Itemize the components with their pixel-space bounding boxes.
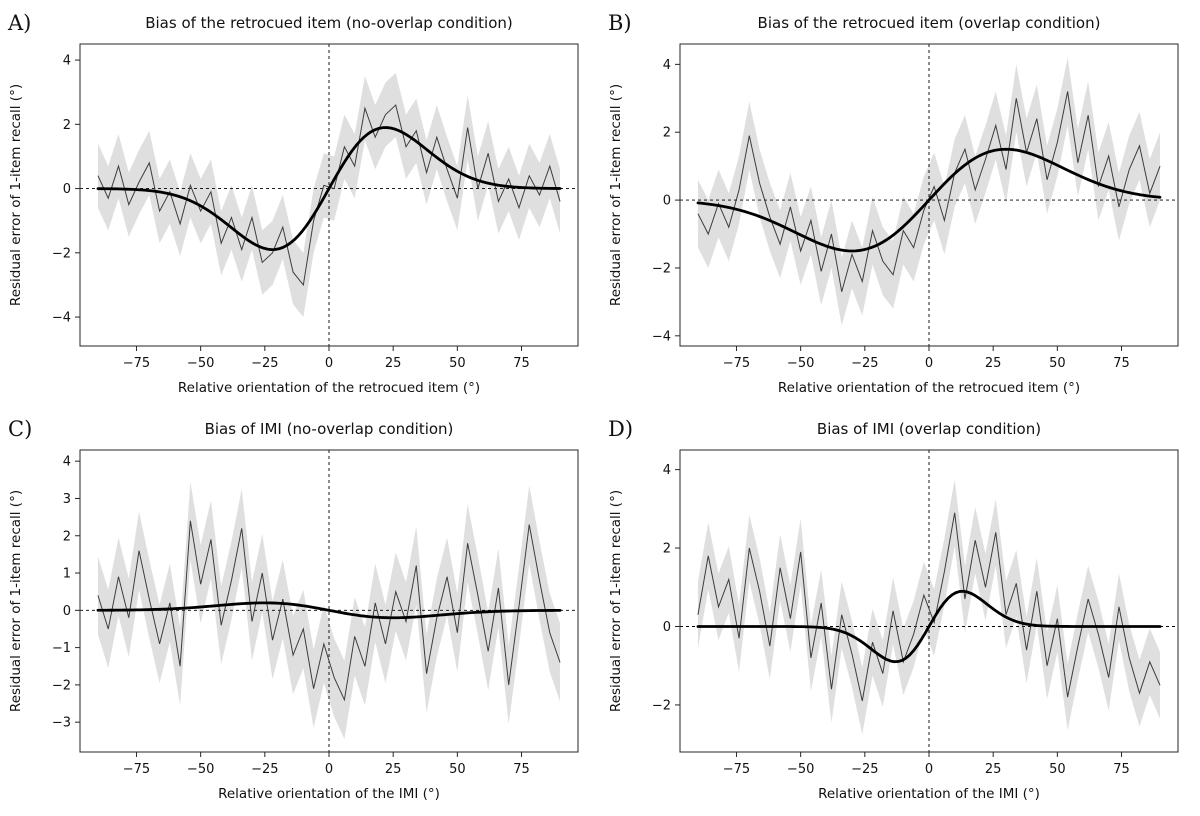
panel-a: A) Bias of the retrocued item (no-overla…: [0, 0, 600, 406]
y-tick-label: 4: [663, 58, 671, 73]
y-tick-label: −2: [652, 261, 671, 276]
panel-title: Bias of the retrocued item (no-overlap c…: [145, 14, 513, 32]
x-tick-label: 75: [513, 762, 530, 777]
x-tick-label: 0: [325, 356, 333, 371]
x-axis-label: Relative orientation of the IMI (°): [218, 786, 440, 802]
panel-b: B) Bias of the retrocued item (overlap c…: [600, 0, 1200, 406]
x-tick-label: −75: [723, 356, 750, 371]
y-tick-label: −4: [52, 311, 71, 326]
panel-letter: B): [608, 11, 632, 35]
panel-d-plot: D) Bias of IMI (overlap condition) Relat…: [608, 417, 1179, 802]
y-tick-label: 0: [63, 604, 71, 619]
panel-c: C) Bias of IMI (no-overlap condition) Re…: [0, 406, 600, 812]
y-tick-label: −4: [652, 329, 671, 344]
x-tick-label: 25: [385, 356, 402, 371]
panel-title: Bias of IMI (overlap condition): [817, 420, 1041, 438]
x-tick-label: 25: [385, 762, 402, 777]
y-tick-label: 2: [63, 529, 71, 544]
y-axis-label: Residual error of 1-item recall (°): [608, 490, 624, 712]
panel-b-plot: B) Bias of the retrocued item (overlap c…: [608, 11, 1179, 396]
plot-area: −75 −50 −25 0 25 50 75 −2 0 2 4: [652, 449, 1179, 777]
x-tick-label: 75: [1113, 356, 1130, 371]
x-tick-label: −50: [787, 356, 814, 371]
x-axis-label: Relative orientation of the retrocued it…: [778, 380, 1080, 396]
confidence-band: [697, 57, 1161, 326]
y-tick-label: 0: [663, 620, 671, 635]
y-tick-label: 0: [663, 194, 671, 209]
x-tick-label: 50: [1049, 762, 1066, 777]
panel-title: Bias of IMI (no-overlap condition): [205, 420, 454, 438]
x-tick-label: 50: [449, 762, 466, 777]
y-tick-label: −1: [52, 641, 71, 656]
y-tick-label: 2: [663, 126, 671, 141]
x-tick-label: −50: [187, 762, 214, 777]
x-axis-label: Relative orientation of the retrocued it…: [178, 380, 480, 396]
y-tick-label: 3: [63, 492, 71, 507]
confidence-band: [97, 481, 561, 739]
y-axis-label: Residual error of 1-item recall (°): [8, 84, 24, 306]
x-tick-label: 50: [449, 356, 466, 371]
x-tick-label: −75: [123, 356, 150, 371]
fit-curve: [96, 126, 562, 251]
panel-d: D) Bias of IMI (overlap condition) Relat…: [600, 406, 1200, 812]
y-tick-label: 0: [63, 182, 71, 197]
panel-letter: A): [7, 11, 31, 35]
x-tick-label: 0: [925, 762, 933, 777]
plot-area: −75 −50 −25 0 25 50 75 −3 −2 −1 0 1 2 3 4: [52, 449, 579, 777]
y-tick-label: 4: [63, 54, 71, 69]
panel-a-plot: A) Bias of the retrocued item (no-overla…: [7, 11, 579, 396]
y-axis-label: Residual error of 1-item recall (°): [8, 490, 24, 712]
y-tick-label: −2: [652, 698, 671, 713]
y-tick-label: 2: [63, 118, 71, 133]
x-tick-label: −50: [187, 356, 214, 371]
noisy-line: [697, 512, 1161, 702]
x-tick-label: 25: [985, 356, 1002, 371]
y-tick-label: 4: [63, 455, 71, 470]
panel-letter: C): [8, 417, 32, 441]
panel-title: Bias of the retrocued item (overlap cond…: [758, 14, 1101, 32]
x-tick-label: −75: [123, 762, 150, 777]
x-tick-label: −75: [723, 762, 750, 777]
fit-curve: [696, 589, 1162, 664]
x-tick-label: −25: [851, 762, 878, 777]
x-axis-label: Relative orientation of the IMI (°): [818, 786, 1040, 802]
x-tick-label: 25: [985, 762, 1002, 777]
y-axis-label: Residual error of 1-item recall (°): [608, 84, 624, 306]
x-tick-label: −25: [251, 762, 278, 777]
y-tick-label: 1: [63, 567, 71, 582]
y-tick-label: 2: [663, 542, 671, 557]
fit-curve: [96, 601, 562, 620]
plot-area: −75 −50 −25 0 25 50 75 −4 −2 0 2 4: [52, 43, 579, 371]
y-tick-label: −2: [52, 246, 71, 261]
x-tick-label: 75: [513, 356, 530, 371]
x-tick-label: −25: [851, 356, 878, 371]
plot-area: −75 −50 −25 0 25 50 75 −4 −2 0 2 4: [652, 43, 1179, 371]
panel-letter: D): [608, 417, 633, 441]
x-tick-label: −25: [251, 356, 278, 371]
noisy-line: [97, 520, 561, 702]
x-tick-label: 50: [1049, 356, 1066, 371]
x-tick-label: 0: [925, 356, 933, 371]
x-tick-label: 0: [325, 762, 333, 777]
x-tick-label: 75: [1113, 762, 1130, 777]
x-tick-label: −50: [787, 762, 814, 777]
y-tick-label: −2: [52, 678, 71, 693]
panel-c-plot: C) Bias of IMI (no-overlap condition) Re…: [8, 417, 579, 802]
y-tick-label: −3: [52, 716, 71, 731]
fit-curve: [696, 147, 1162, 253]
y-tick-label: 4: [663, 463, 671, 478]
